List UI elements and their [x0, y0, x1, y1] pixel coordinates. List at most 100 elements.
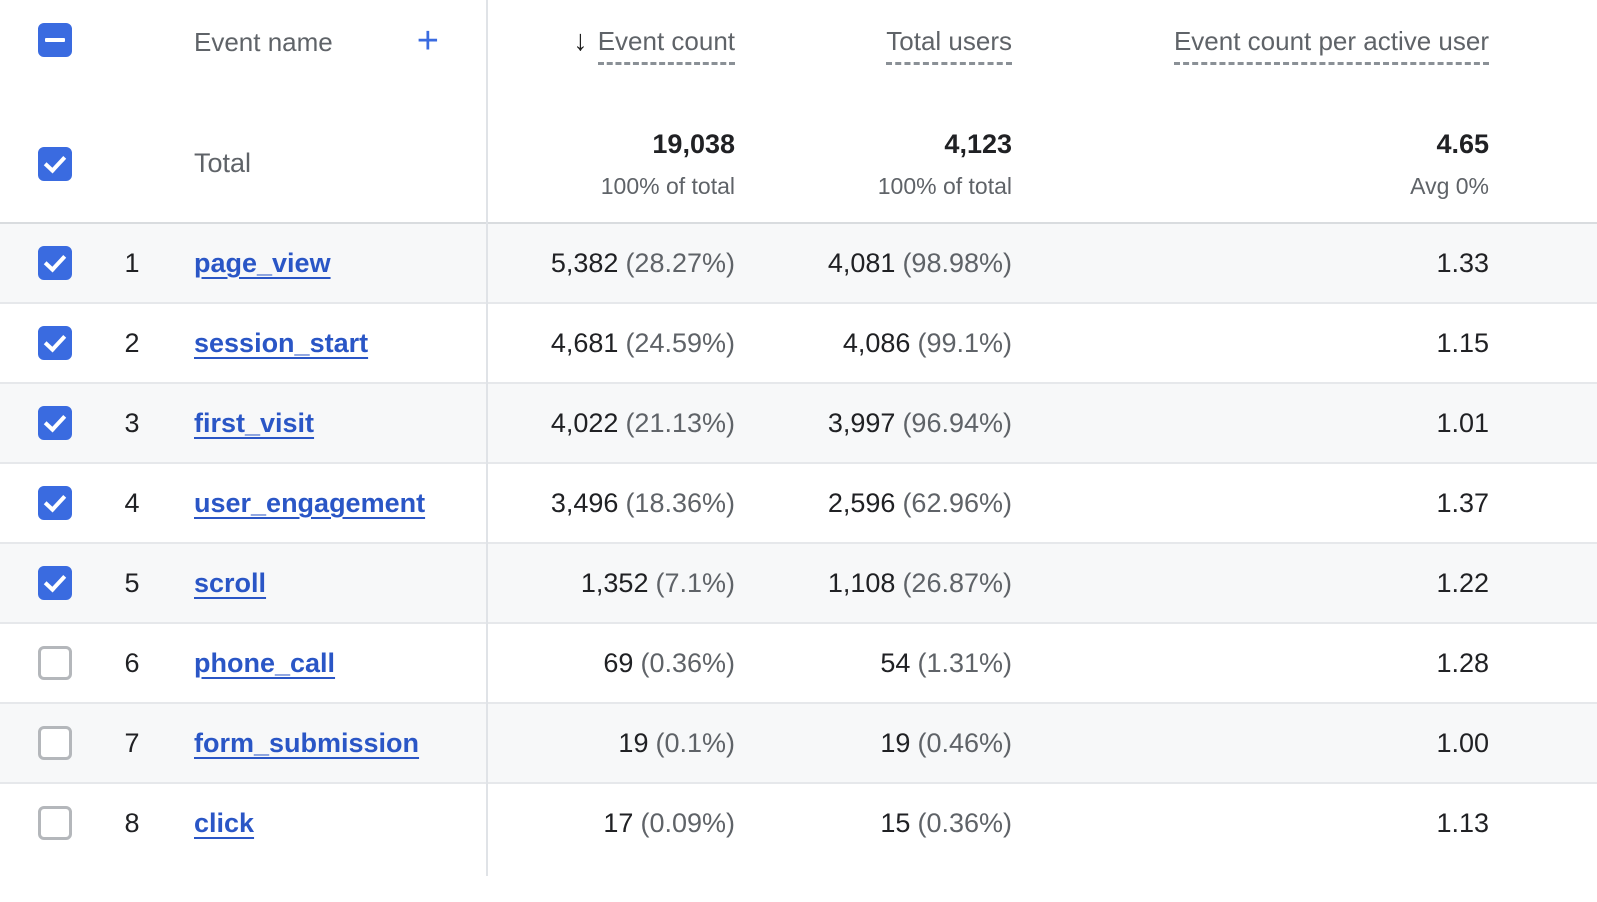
row-index: 5 — [124, 567, 140, 598]
event-count-value: 17 — [603, 807, 634, 838]
row-checkbox[interactable] — [38, 326, 72, 360]
total-users-percent: (99.1%) — [917, 327, 1012, 358]
row-dimension-cell: 2 session_start — [0, 326, 487, 360]
event-count-value: 19 — [618, 727, 649, 758]
row-dimension-cell: 1 page_view — [0, 246, 487, 280]
totals-per-active-user-subtext: Avg 0% — [1410, 172, 1489, 199]
event-count-column-header[interactable]: ↓ Event count — [487, 0, 735, 65]
total-users-cell: 4,086 (99.1%) — [735, 328, 1012, 359]
totals-event-count-value: 19,038 — [652, 128, 735, 159]
per-active-user-column-header[interactable]: Event count per active user — [1012, 0, 1489, 65]
row-index: 2 — [124, 327, 140, 358]
table-row: 4 user_engagement 3,496 (18.36%) 2,596 (62… — [0, 462, 1597, 542]
row-dimension-cell: 3 first_visit — [0, 406, 487, 440]
event-count-value: 3,496 — [550, 487, 619, 518]
row-index: 3 — [124, 407, 140, 438]
table-row: 7 form_submission 19 (0.1%) 19 (0.46%) 1.0… — [0, 702, 1597, 782]
table-row: 2 session_start 4,681 (24.59%) 4,086 (99.1… — [0, 302, 1597, 382]
total-users-column-header[interactable]: Total users — [735, 0, 1012, 65]
per-active-user-cell: 1.00 — [1012, 728, 1489, 759]
row-checkbox[interactable] — [38, 646, 72, 680]
event-name-link[interactable]: scroll — [194, 567, 267, 598]
per-active-user-cell: 1.22 — [1012, 568, 1489, 599]
table-row: 6 phone_call 69 (0.36%) 54 (1.31%) 1.28 — [0, 622, 1597, 702]
event-count-percent: (0.09%) — [640, 807, 735, 838]
row-index: 1 — [124, 247, 140, 278]
sort-descending-icon: ↓ — [573, 25, 588, 57]
total-users-value: 15 — [880, 807, 911, 838]
total-users-cell: 19 (0.46%) — [735, 728, 1012, 759]
total-users-cell: 2,596 (62.96%) — [735, 488, 1012, 519]
per-active-user-value: 1.33 — [1436, 247, 1489, 278]
row-checkbox[interactable] — [38, 726, 72, 760]
total-users-cell: 54 (1.31%) — [735, 648, 1012, 679]
add-dimension-button[interactable]: + — [416, 19, 439, 62]
totals-label: Total — [194, 148, 252, 178]
event-count-header-label: Event count — [597, 26, 735, 65]
event-count-percent: (28.27%) — [625, 247, 735, 278]
event-name-link[interactable]: phone_call — [194, 647, 336, 678]
event-count-value: 5,382 — [550, 247, 619, 278]
event-count-cell: 17 (0.09%) — [487, 808, 735, 839]
table-body: 1 page_view 5,382 (28.27%) 4,081 (98.98%) … — [0, 222, 1597, 862]
event-name-link[interactable]: user_engagement — [194, 487, 426, 518]
row-dimension-cell: 7 form_submission — [0, 726, 487, 760]
totals-row: Total 19,038 100% of total 4,123 100% of… — [0, 105, 1597, 222]
select-all-checkbox[interactable] — [38, 22, 72, 57]
event-name-link[interactable]: click — [194, 807, 255, 838]
per-active-user-value: 1.22 — [1436, 567, 1489, 598]
per-active-user-cell: 1.33 — [1012, 248, 1489, 279]
row-index: 4 — [124, 487, 140, 518]
event-name-link[interactable]: form_submission — [194, 727, 420, 758]
table-header-row: Event name + ↓ Event count Total users E… — [0, 0, 1597, 105]
per-active-user-value: 1.00 — [1436, 727, 1489, 758]
totals-event-count-subtext: 100% of total — [600, 172, 735, 199]
total-users-cell: 15 (0.36%) — [735, 808, 1012, 839]
per-active-user-cell: 1.01 — [1012, 408, 1489, 439]
row-checkbox[interactable] — [38, 486, 72, 520]
per-active-user-value: 1.28 — [1436, 647, 1489, 678]
totals-per-active-user-cell: 4.65 Avg 0% — [1012, 128, 1489, 200]
total-users-percent: (62.96%) — [902, 487, 1012, 518]
table-row: 1 page_view 5,382 (28.27%) 4,081 (98.98%) … — [0, 224, 1597, 302]
event-name-link[interactable]: page_view — [194, 247, 331, 278]
row-index: 7 — [124, 727, 140, 758]
total-users-percent: (98.98%) — [902, 247, 1012, 278]
total-users-percent: (1.31%) — [917, 647, 1012, 678]
totals-checkbox[interactable] — [38, 146, 72, 181]
per-active-user-cell: 1.15 — [1012, 328, 1489, 359]
row-checkbox[interactable] — [38, 806, 72, 840]
total-users-value: 4,086 — [842, 327, 911, 358]
event-count-cell: 3,496 (18.36%) — [487, 488, 735, 519]
event-count-cell: 69 (0.36%) — [487, 648, 735, 679]
total-users-value: 3,997 — [827, 407, 896, 438]
event-count-percent: (24.59%) — [625, 327, 735, 358]
totals-total-users-subtext: 100% of total — [877, 172, 1012, 199]
event-name-link[interactable]: first_visit — [194, 407, 315, 438]
total-users-percent: (26.87%) — [902, 567, 1012, 598]
table-row: 5 scroll 1,352 (7.1%) 1,108 (26.87%) 1.22 — [0, 542, 1597, 622]
total-users-cell: 4,081 (98.98%) — [735, 248, 1012, 279]
dimension-header-cell: Event name + — [0, 0, 487, 62]
event-count-percent: (0.1%) — [655, 727, 735, 758]
row-dimension-cell: 8 click — [0, 806, 487, 840]
row-dimension-cell: 5 scroll — [0, 566, 487, 600]
row-index: 6 — [124, 647, 140, 678]
per-active-user-cell: 1.13 — [1012, 808, 1489, 839]
event-name-link[interactable]: session_start — [194, 327, 369, 358]
row-checkbox[interactable] — [38, 566, 72, 600]
totals-event-count-cell: 19,038 100% of total — [487, 128, 735, 200]
total-users-percent: (96.94%) — [902, 407, 1012, 438]
row-checkbox[interactable] — [38, 246, 72, 280]
event-count-cell: 19 (0.1%) — [487, 728, 735, 759]
event-count-percent: (21.13%) — [625, 407, 735, 438]
total-users-percent: (0.36%) — [917, 807, 1012, 838]
row-dimension-cell: 6 phone_call — [0, 646, 487, 680]
total-users-header-label: Total users — [886, 26, 1012, 65]
event-count-percent: (0.36%) — [640, 647, 735, 678]
per-active-user-cell: 1.37 — [1012, 488, 1489, 519]
event-name-column-header[interactable]: Event name — [194, 27, 333, 57]
per-active-user-header-label: Event count per active user — [1173, 26, 1489, 65]
event-count-value: 4,022 — [550, 407, 619, 438]
row-checkbox[interactable] — [38, 406, 72, 440]
